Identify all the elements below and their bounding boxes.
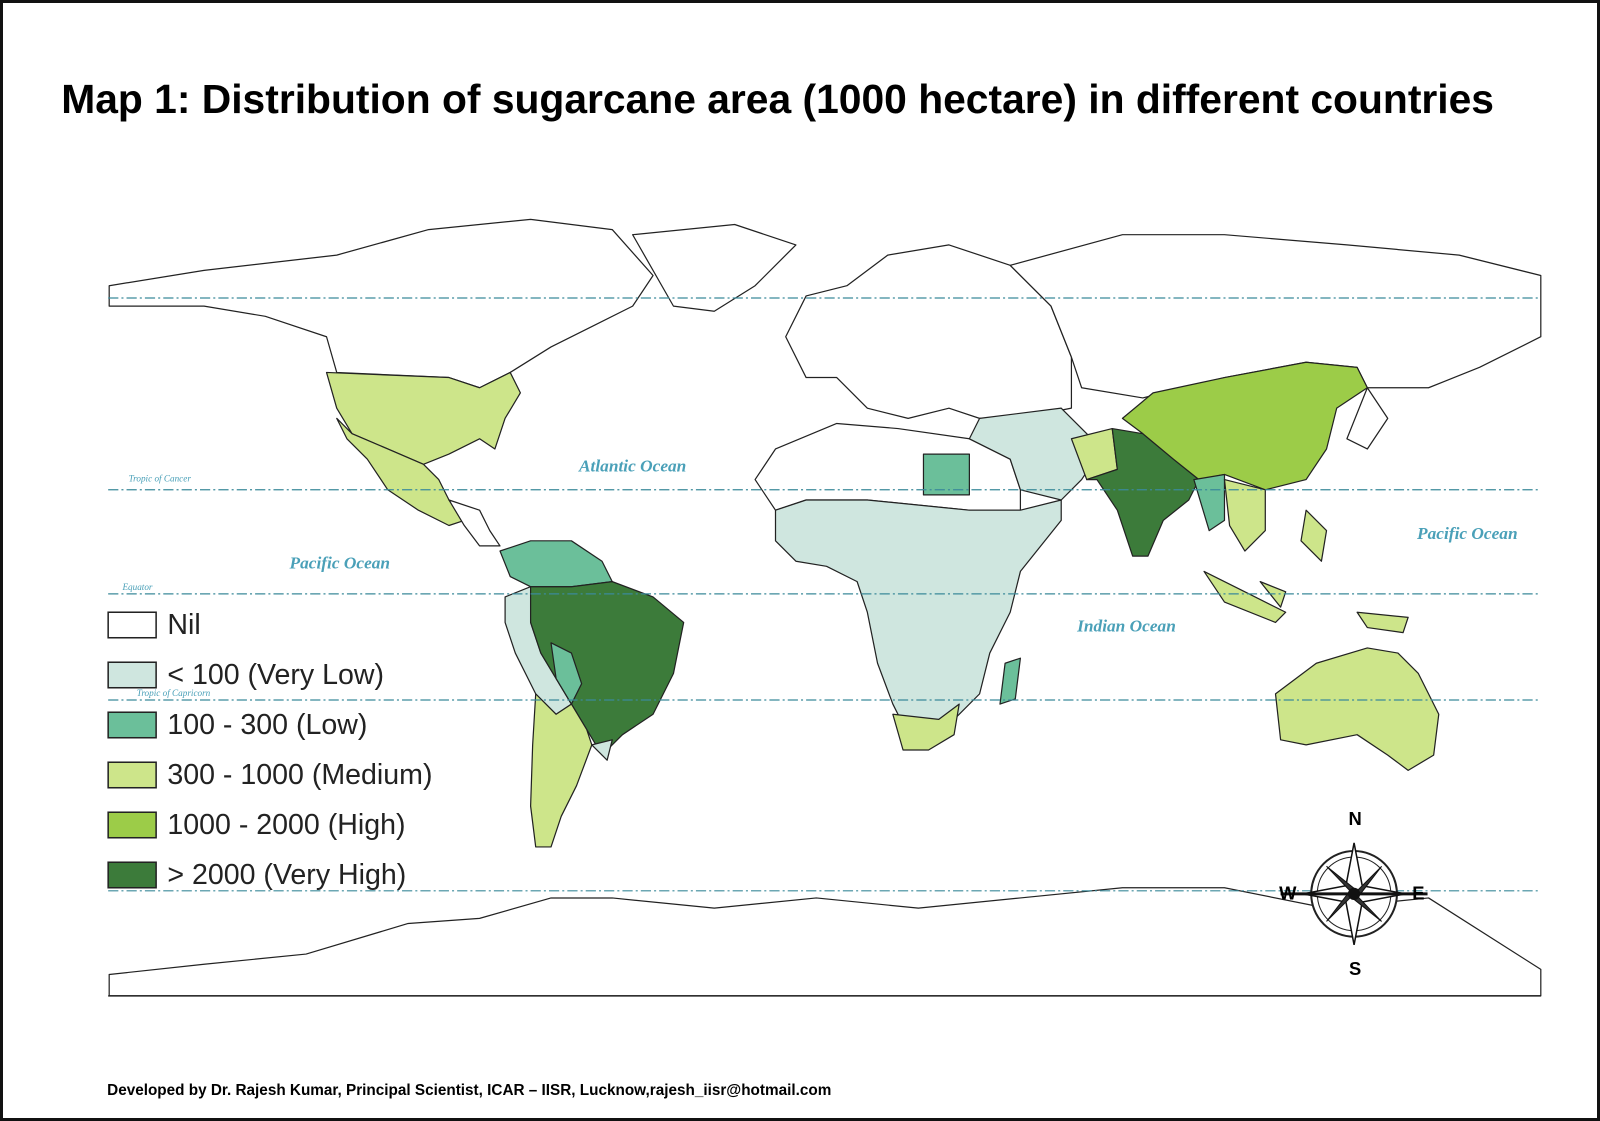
ocean-label: Atlantic Ocean (578, 456, 686, 475)
region (1121, 361, 1368, 491)
title: Map 1: Distribution of sugarcane area (1… (61, 76, 1494, 122)
legend-label: Nil (167, 609, 200, 641)
content: Map 1: Distribution of sugarcane area (1… (61, 76, 1542, 1099)
region (1009, 234, 1542, 399)
compass: N S W E (1279, 808, 1428, 979)
compass-center (1347, 887, 1361, 900)
region (529, 581, 685, 756)
region (1223, 478, 1266, 552)
legend: Nil < 100 (Very Low) 100 - 300 (Low) 300 - … (107, 609, 432, 891)
latitude-label: Tropic of Capricorn (137, 688, 211, 698)
region (1356, 611, 1409, 634)
region (785, 244, 1073, 419)
ocean-label: Pacific Ocean (1416, 524, 1518, 543)
region (892, 703, 960, 751)
region (448, 499, 501, 547)
footer: Developed by Dr. Rajesh Kumar, Principal… (107, 1082, 831, 1099)
ocean-label: Indian Ocean (1076, 617, 1176, 636)
legend-label: 100 - 300 (Low) (167, 709, 367, 741)
legend-swatch (107, 761, 157, 789)
compass-label: E (1412, 883, 1424, 904)
legend-swatch (107, 711, 157, 739)
region (108, 887, 1542, 997)
region (774, 499, 1062, 736)
region (1193, 473, 1226, 532)
legend-swatch (107, 611, 157, 639)
region (1203, 570, 1287, 624)
ocean-label: Pacific Ocean (289, 553, 391, 572)
region (632, 223, 797, 312)
region (550, 642, 583, 705)
region (591, 739, 613, 761)
region (1274, 647, 1440, 772)
legend-label: > 2000 (Very High) (167, 859, 406, 891)
map (108, 218, 1542, 997)
compass-label: W (1279, 883, 1297, 904)
region (999, 657, 1022, 705)
legend-swatch (107, 661, 157, 689)
region (108, 218, 654, 389)
region (1346, 387, 1389, 450)
region (529, 693, 593, 848)
region (922, 453, 970, 496)
legend-label: 1000 - 2000 (High) (167, 809, 405, 841)
compass-label: N (1348, 808, 1361, 829)
legend-swatch (107, 861, 157, 889)
compass-label: S (1349, 958, 1361, 979)
legend-swatch (107, 811, 157, 839)
latitude-label: Tropic of Cancer (129, 474, 192, 484)
latitude-label: Equator (121, 582, 152, 592)
legend-label: < 100 (Very Low) (167, 659, 384, 691)
legend-label: 300 - 1000 (Medium) (167, 759, 432, 791)
region (1300, 509, 1328, 562)
